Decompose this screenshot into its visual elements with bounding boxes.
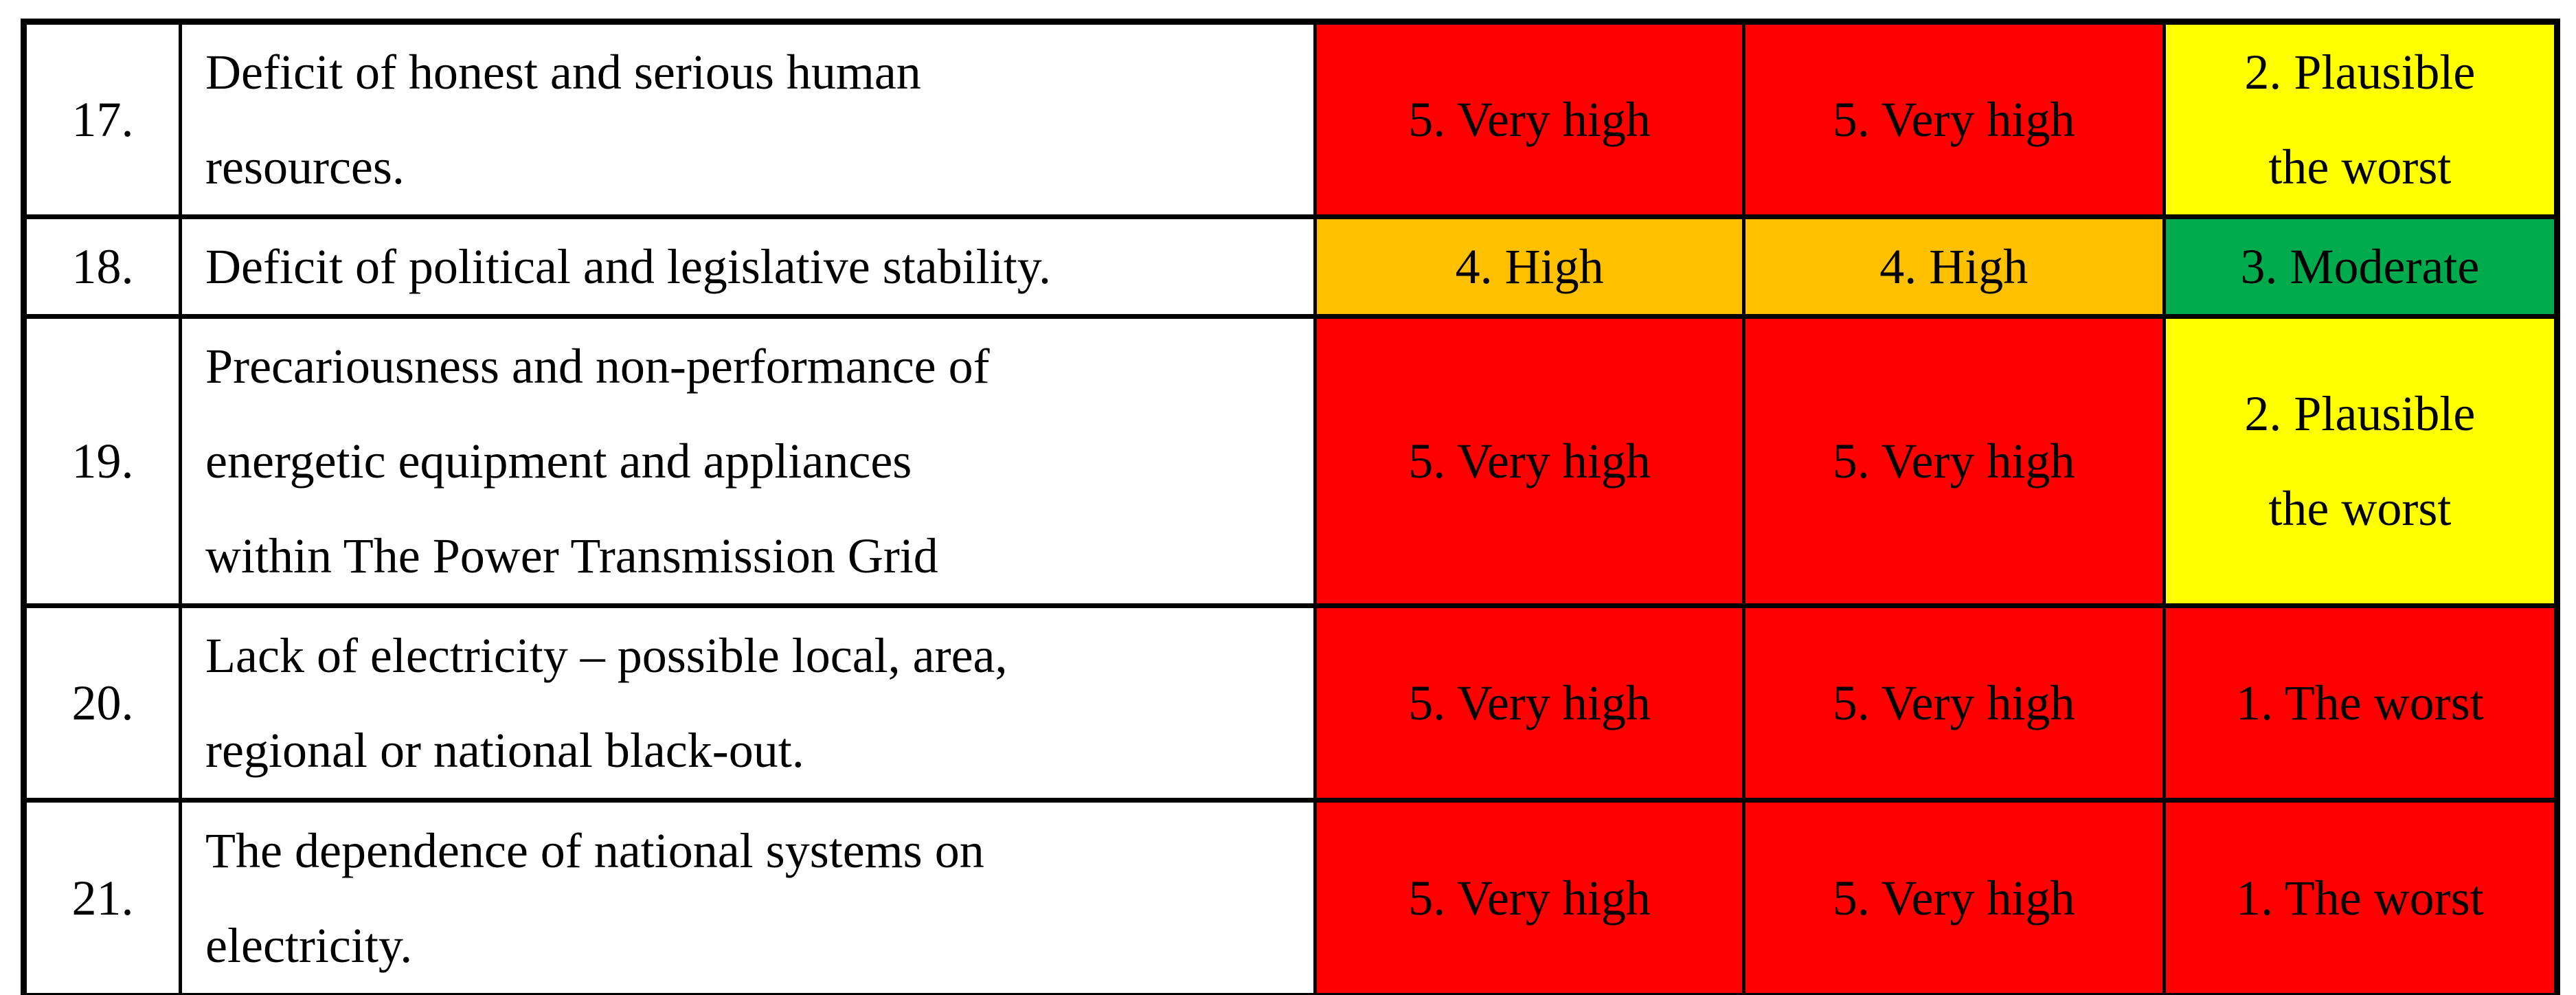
risk-description-cell: Deficit of honest and serious human reso…: [179, 19, 1318, 219]
rating-cell: 4. High: [1741, 214, 2166, 319]
risk-description-cell: Lack of electricity – possible local, ar…: [179, 603, 1318, 803]
rating-cell: 5. Very high: [1741, 314, 2166, 608]
row-number-cell: 17.: [21, 19, 183, 219]
risk-description-cell: Precariousness and non-performance of en…: [179, 314, 1318, 608]
row-number-cell: 19.: [21, 314, 183, 608]
rating-cell: 5. Very high: [1313, 798, 1745, 995]
row-number-cell: 20.: [21, 603, 183, 803]
rating-cell: 1. The worst: [2162, 798, 2560, 995]
rating-cell: 5. Very high: [1313, 19, 1745, 219]
table-row-19: 19. Precariousness and non-performance o…: [21, 314, 2560, 608]
row-number-cell: 21.: [21, 798, 183, 995]
rating-cell: 3. Moderate: [2162, 214, 2560, 319]
rating-cell: 5. Very high: [1741, 603, 2166, 803]
risk-assessment-table: 17. Deficit of honest and serious human …: [21, 19, 2560, 995]
rating-cell: 5. Very high: [1741, 19, 2166, 219]
rating-cell: 1. The worst: [2162, 603, 2560, 803]
table-row-21: 21. The dependence of national systems o…: [21, 798, 2560, 995]
rating-cell: 5. Very high: [1313, 603, 1745, 803]
table-row-20: 20. Lack of electricity – possible local…: [21, 603, 2560, 803]
rating-cell: 5. Very high: [1741, 798, 2166, 995]
risk-description-cell: The dependence of national systems on el…: [179, 798, 1318, 995]
rating-cell: 4. High: [1313, 214, 1745, 319]
rating-cell: 5. Very high: [1313, 314, 1745, 608]
rating-cell: 2. Plausible the worst: [2162, 19, 2560, 219]
table-row-18: 18. Deficit of political and legislative…: [21, 214, 2560, 319]
rating-cell: 2. Plausible the worst: [2162, 314, 2560, 608]
table-row-17: 17. Deficit of honest and serious human …: [21, 19, 2560, 219]
risk-description-cell: Deficit of political and legislative sta…: [179, 214, 1318, 319]
row-number-cell: 18.: [21, 214, 183, 319]
